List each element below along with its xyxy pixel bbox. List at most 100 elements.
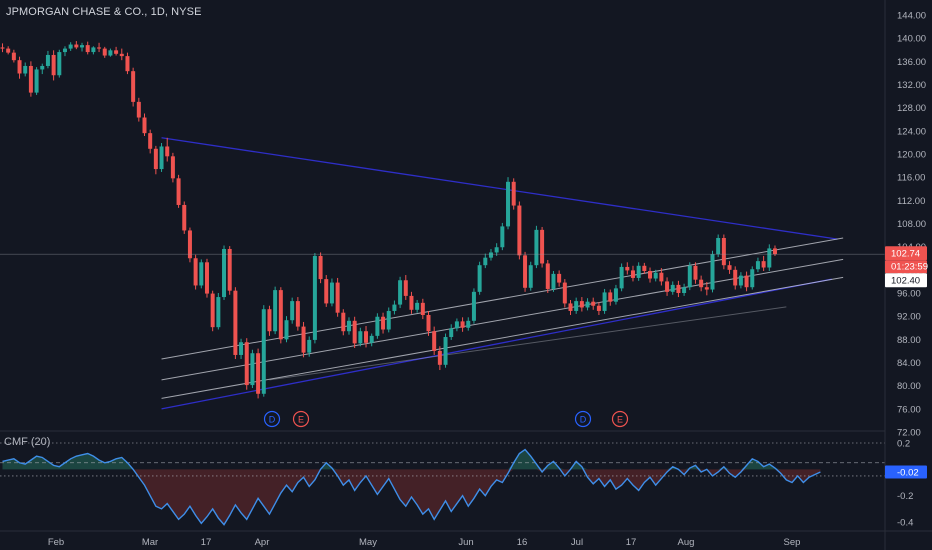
candle-body <box>187 230 192 259</box>
price-tick-label: 80.00 <box>897 381 921 392</box>
dividend-marker-label[interactable]: D <box>580 415 587 425</box>
time-tick-label: 16 <box>517 537 528 548</box>
candle-body <box>699 279 704 288</box>
candle-body <box>68 44 73 49</box>
candle-body <box>738 275 743 286</box>
price-tick-label: 116.00 <box>897 173 925 184</box>
dividend-marker[interactable] <box>574 410 592 428</box>
time-tick-label: Jul <box>571 537 583 548</box>
price-tick-label: 72.00 <box>897 428 921 439</box>
candle-body <box>386 310 391 330</box>
candle-body <box>11 52 16 61</box>
price-tick-label: 144.00 <box>897 11 926 22</box>
price-tick-label: 92.00 <box>897 312 921 323</box>
candle-body <box>204 262 209 294</box>
price-tick-label: 140.00 <box>897 34 926 45</box>
candle-body <box>670 284 675 292</box>
candle-body <box>619 266 624 289</box>
candle-body <box>562 282 567 304</box>
earnings-marker-label[interactable]: E <box>617 415 623 425</box>
candle-body <box>301 326 306 353</box>
candle-body <box>153 148 158 170</box>
candle-body <box>34 69 39 93</box>
candle-body <box>449 328 454 338</box>
indicator-title[interactable]: CMF (20) <box>4 436 51 448</box>
candle-body <box>369 335 374 343</box>
dividend-marker[interactable] <box>263 410 281 428</box>
time-tick-label: 17 <box>626 537 637 548</box>
candle-body <box>125 56 130 72</box>
candle-body <box>659 272 664 282</box>
price-tick-label: 132.00 <box>897 80 926 91</box>
candle-body <box>750 269 755 288</box>
candle-body <box>114 50 119 54</box>
price-label-current: 102.74 <box>891 249 920 260</box>
candle-body <box>772 248 777 255</box>
trendlines <box>161 137 844 410</box>
candle-body <box>568 303 573 311</box>
price-tick-label: 76.00 <box>897 404 921 415</box>
candle-body <box>62 48 67 53</box>
cmf-current-label: -0.02 <box>897 467 919 478</box>
candle-body <box>733 269 738 286</box>
candle-body <box>494 247 499 253</box>
candle-body <box>409 295 414 310</box>
price-tick-label: 108.00 <box>897 219 926 230</box>
time-tick-label: May <box>359 537 377 548</box>
price-label-countdown: 01:23:59 <box>891 262 928 273</box>
earnings-marker[interactable] <box>611 410 629 428</box>
time-tick-label: Apr <box>255 537 270 548</box>
candle-body <box>261 309 266 394</box>
symbol-title[interactable]: JPMORGAN CHASE & CO., 1D, NYSE <box>6 6 202 18</box>
candle-body <box>233 290 238 355</box>
candle-body <box>443 337 448 365</box>
candle-body <box>648 270 653 279</box>
candle-body <box>165 146 170 157</box>
candle-body <box>295 301 300 327</box>
candle-body <box>335 282 340 313</box>
candle-body <box>545 263 550 289</box>
candle-body <box>51 54 56 76</box>
price-tick-label: 112.00 <box>897 196 925 207</box>
candle-body <box>45 54 50 66</box>
trendline-channel_mid <box>161 258 844 381</box>
candle-body <box>716 237 721 255</box>
price-tick-label: 128.00 <box>897 103 926 114</box>
candle-body <box>517 205 522 256</box>
candle-body <box>721 237 726 266</box>
candle-body <box>23 65 28 74</box>
candle-body <box>636 265 641 278</box>
candle-body <box>318 255 323 280</box>
candle-body <box>744 275 749 288</box>
price-tick-label: 136.00 <box>897 57 926 68</box>
candle-body <box>761 261 766 268</box>
candle-body <box>506 181 511 227</box>
dividend-marker-label[interactable]: D <box>269 415 276 425</box>
candle-body <box>682 287 687 293</box>
candle-body <box>579 301 584 308</box>
earnings-marker[interactable] <box>292 410 310 428</box>
candle-body <box>284 320 289 340</box>
price-label-crosshair: 102.40 <box>891 276 920 287</box>
cmf-current-box <box>885 465 927 479</box>
candle-body <box>136 101 141 118</box>
candle-body <box>91 47 96 53</box>
candle-body <box>551 273 556 289</box>
candles <box>0 41 777 399</box>
candle-body <box>6 48 11 53</box>
candle-body <box>57 52 62 76</box>
cmf-panel <box>0 442 885 526</box>
price-label-current-box <box>885 246 927 261</box>
candle-body <box>488 252 493 258</box>
time-tick-label: Feb <box>48 537 64 548</box>
earnings-marker-label[interactable]: E <box>298 415 304 425</box>
cmf-positive-fill <box>2 449 821 470</box>
candle-body <box>80 45 85 48</box>
candle-body <box>256 353 261 394</box>
candle-body <box>767 248 772 268</box>
candle-body <box>193 258 198 286</box>
candle-body <box>483 257 488 266</box>
